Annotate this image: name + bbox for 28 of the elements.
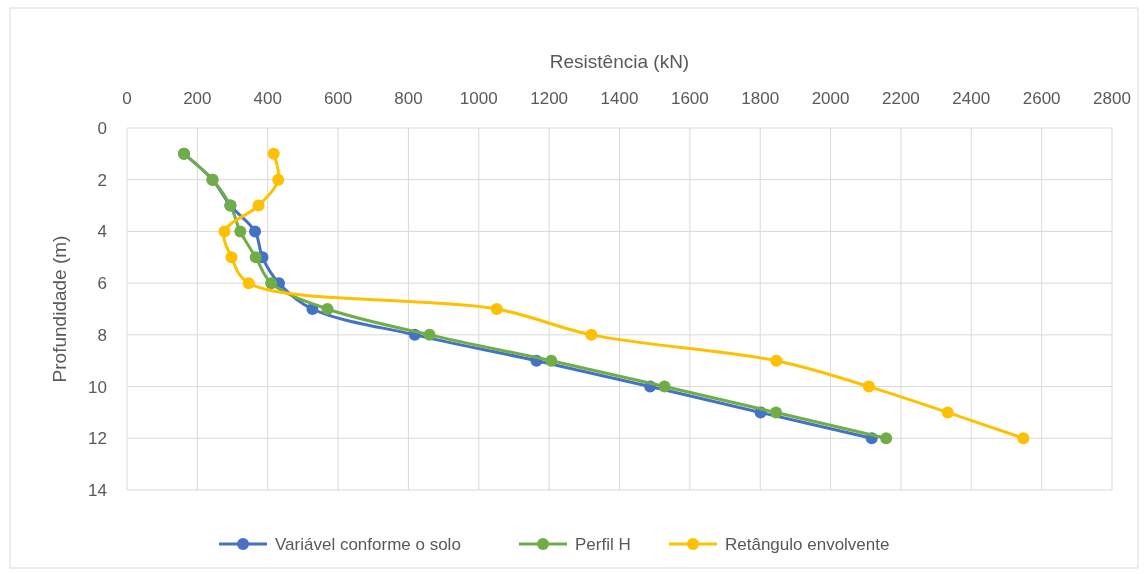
x-tick-label: 2400: [952, 89, 991, 108]
y-tick-label: 8: [97, 325, 107, 345]
x-tick-label: 2800: [1093, 89, 1131, 108]
legend-label: Variável conforme o solo: [275, 534, 461, 554]
x-tick-label: 0: [122, 89, 132, 108]
x-axis-title: Resistência (kN): [549, 51, 690, 72]
x-tick-label: 1200: [530, 89, 569, 108]
x-tick-label: 2200: [882, 89, 920, 108]
y-tick-label: 4: [97, 222, 107, 242]
y-tick-label: 0: [97, 118, 107, 138]
y-axis-title: Profundidade (m): [49, 235, 70, 383]
legend-label: Retângulo envolvente: [725, 534, 890, 554]
y-tick-label: 14: [88, 480, 107, 500]
x-tick-label: 1400: [600, 89, 639, 108]
x-tick-label: 800: [394, 89, 423, 108]
legend-label: Perfil H: [575, 534, 631, 554]
x-tick-label: 400: [253, 89, 282, 108]
x-tick-label: 600: [323, 89, 353, 108]
x-tick-label: 2600: [1022, 89, 1061, 108]
x-tick-label: 1800: [741, 89, 780, 108]
x-tick-label: 1600: [670, 89, 709, 108]
x-tick-label: 200: [183, 89, 212, 108]
y-tick-label: 10: [88, 377, 107, 397]
y-tick-label: 6: [97, 274, 107, 294]
x-tick-label: 1000: [459, 89, 498, 108]
y-tick-label: 12: [88, 429, 107, 449]
x-tick-label: 2000: [811, 89, 850, 108]
y-tick-label: 2: [97, 170, 107, 190]
